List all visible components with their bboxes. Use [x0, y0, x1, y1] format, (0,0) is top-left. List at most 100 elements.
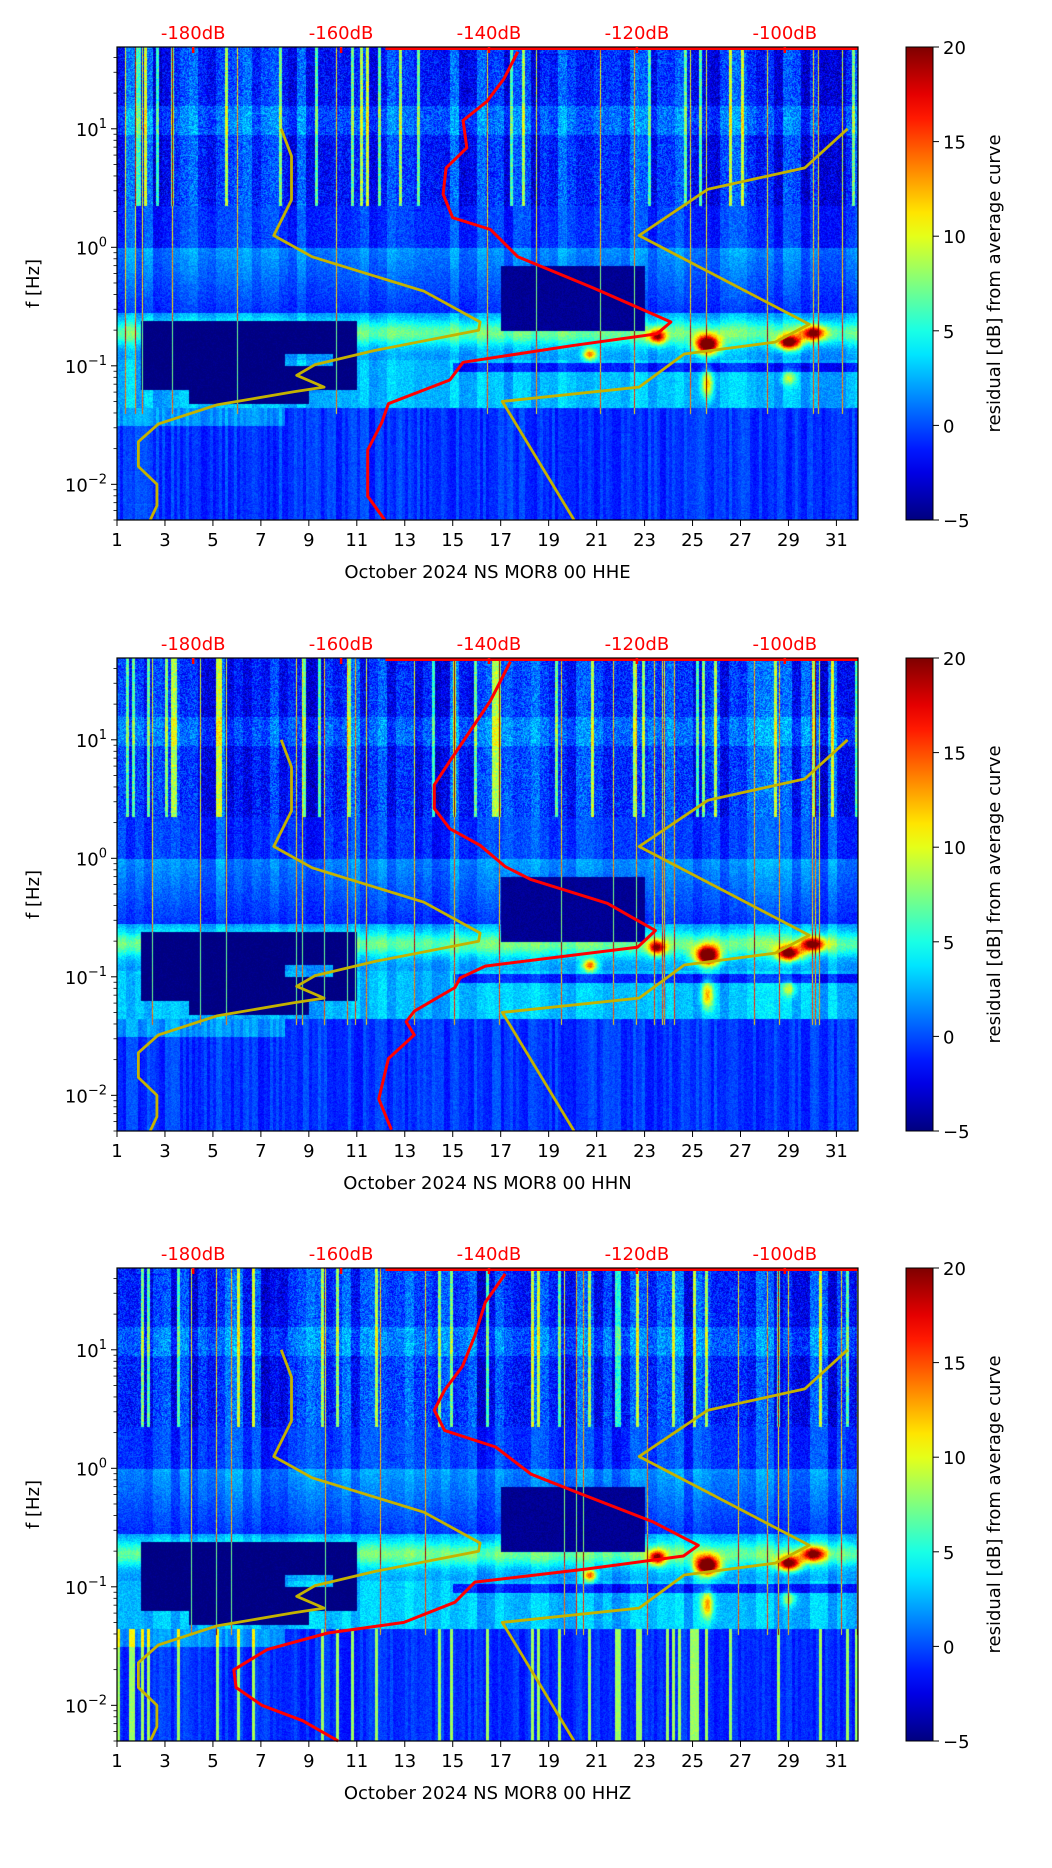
spectrogram-panel-hhz: 1 3 5 7 9 11 13 15 17 19 21 23 25 27 29 31 -180dB -160dB -…	[0, 1244, 1052, 1868]
colorbar-tick-label: 15	[943, 744, 966, 765]
colorbar-label: residual [dB] from average curve	[984, 745, 1005, 1043]
colorbar-label: residual [dB] from average curve	[984, 134, 1005, 432]
x-tick-label: 25	[681, 1751, 704, 1772]
x-tick-label: 11	[345, 530, 368, 551]
y-tick-base: 10	[76, 849, 99, 870]
x-tick-label: 21	[585, 530, 608, 551]
x-tick-label: 23	[633, 1141, 656, 1162]
x-tick-label: 29	[777, 1141, 800, 1162]
colorbar-tick-label: 0	[943, 1027, 954, 1048]
x-tick-label: 27	[729, 1751, 752, 1772]
y-tick-base: 10	[65, 475, 88, 496]
x-tick-label: 29	[777, 530, 800, 551]
x-tick-label: 13	[393, 1141, 416, 1162]
x-tick-label: 17	[489, 1141, 512, 1162]
y-tick-exponent: 0	[99, 846, 107, 861]
x-tick-label: 21	[585, 1141, 608, 1162]
y-tick-exponent: −1	[88, 965, 107, 980]
y-tick-base: 10	[65, 1696, 88, 1717]
x-tick-label: 27	[729, 1141, 752, 1162]
x-tick-label: 5	[207, 1141, 218, 1162]
x-axis-label: October 2024 NS MOR8 00 HHE	[344, 562, 630, 583]
y-tick-exponent: 1	[99, 728, 107, 743]
nhnm-line	[500, 127, 849, 521]
spectrogram-heatmap	[117, 47, 858, 520]
x-tick-label: 23	[633, 1751, 656, 1772]
plot-frame	[116, 46, 859, 521]
x-tick-label: 19	[537, 530, 560, 551]
y-tick-base: 10	[65, 1086, 88, 1107]
nlnm-line	[136, 739, 482, 1132]
x-tick-label: 5	[207, 530, 218, 551]
x-tick-label: 1	[111, 1141, 122, 1162]
y-axis-label: f [Hz]	[23, 1480, 44, 1529]
chart-overlay: 1 3 5 7 9 11 13 15 17 19 21 23 25 27 29 31-180dB -160dB -…	[23, 634, 1005, 1194]
top-db-tick-label: -140dB	[457, 23, 522, 44]
y-tick-base: 10	[76, 120, 99, 141]
colorbar-tick-label: 5	[943, 322, 954, 343]
x-tick-label: 25	[681, 1141, 704, 1162]
x-tick-label: 5	[207, 1751, 218, 1772]
y-tick-label: 10−1	[65, 1575, 107, 1599]
chart-overlay: 1 3 5 7 9 11 13 15 17 19 21 23 25 27 29 31-180dB -160dB -…	[23, 23, 1005, 583]
x-tick-label: 11	[345, 1751, 368, 1772]
colorbar-tick-label: 20	[943, 1259, 966, 1280]
x-tick-label: 23	[633, 530, 656, 551]
y-tick-base: 10	[65, 968, 88, 989]
x-tick-label: 15	[441, 530, 464, 551]
colorbar-tick-label: 10	[943, 227, 966, 248]
average-psd-line	[232, 1273, 700, 1743]
average-psd-line	[377, 660, 657, 1131]
top-db-tick-label: -160dB	[309, 1244, 374, 1265]
nhnm-line	[500, 738, 849, 1132]
x-tick-label: 17	[489, 1751, 512, 1772]
colorbar	[905, 657, 934, 1132]
x-tick-label: 13	[393, 1751, 416, 1772]
average-psd-line	[366, 51, 673, 521]
colorbar-tick-label: 20	[943, 38, 966, 59]
y-tick-label: 100	[76, 1456, 107, 1480]
colorbar-tick-label: −5	[943, 1732, 970, 1753]
y-tick-exponent: −1	[88, 1575, 107, 1590]
nlnm-line	[136, 128, 482, 521]
y-tick-exponent: 0	[99, 235, 107, 250]
colorbar-tick-label: 5	[943, 933, 954, 954]
y-tick-exponent: −2	[88, 1693, 107, 1708]
x-tick-label: 17	[489, 530, 512, 551]
top-db-tick-label: -120dB	[605, 634, 670, 655]
top-db-tick-label: -140dB	[457, 1244, 522, 1265]
top-db-tick-label: -120dB	[605, 23, 670, 44]
colorbar-label: residual [dB] from average curve	[984, 1355, 1005, 1653]
x-tick-label: 15	[441, 1751, 464, 1772]
top-db-tick-label: -180dB	[161, 634, 226, 655]
y-tick-label: 100	[76, 235, 107, 259]
top-db-tick-label: -160dB	[309, 23, 374, 44]
top-db-tick-label: -100dB	[752, 634, 817, 655]
x-tick-label: 7	[255, 1751, 266, 1772]
x-tick-label: 13	[393, 530, 416, 551]
spectrogram-panel-hhn: 1 3 5 7 9 11 13 15 17 19 21 23 25 27 29 31 -180dB -160dB -…	[0, 634, 1052, 1258]
chart-overlay: 1 3 5 7 9 11 13 15 17 19 21 23 25 27 29 31-180dB -160dB -…	[23, 1244, 1005, 1804]
x-tick-label: 21	[585, 1751, 608, 1772]
colorbar-tick-label: 5	[943, 1543, 954, 1564]
x-tick-label: 19	[537, 1141, 560, 1162]
y-tick-base: 10	[65, 357, 88, 378]
y-tick-label: 10−1	[65, 965, 107, 989]
spectrogram-heatmap	[117, 658, 858, 1131]
y-tick-label: 101	[76, 728, 107, 752]
x-tick-label: 25	[681, 530, 704, 551]
x-axis-label: October 2024 NS MOR8 00 HHZ	[344, 1783, 631, 1804]
top-db-tick-label: -140dB	[457, 634, 522, 655]
x-tick-label: 29	[777, 1751, 800, 1772]
colorbar	[905, 1267, 934, 1742]
colorbar-tick-label: −5	[943, 511, 970, 532]
y-tick-base: 10	[76, 1459, 99, 1480]
spectrogram-heatmap	[117, 1268, 858, 1741]
x-tick-label: 1	[111, 530, 122, 551]
x-tick-label: 7	[255, 1141, 266, 1162]
plot-frame	[116, 1267, 859, 1742]
top-db-tick-label: -180dB	[161, 1244, 226, 1265]
top-db-tick-label: -100dB	[752, 23, 817, 44]
x-tick-label: 3	[159, 530, 170, 551]
x-tick-label: 9	[303, 530, 314, 551]
